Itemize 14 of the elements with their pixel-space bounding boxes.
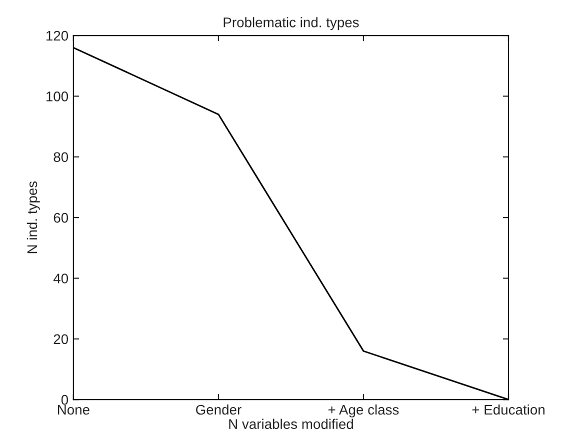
y-tick-label: 40 xyxy=(53,274,68,284)
y-tick-label: 0 xyxy=(61,394,68,405)
y-axis-title: N ind. types xyxy=(26,181,40,254)
y-tick-label: 100 xyxy=(46,92,68,102)
x-tick-label: + Age class xyxy=(328,404,399,418)
y-tick-label: 60 xyxy=(54,212,68,223)
y-tick-label: 120 xyxy=(46,30,68,41)
x-tick-label: None xyxy=(58,404,90,415)
x-tick-label: + Education xyxy=(472,404,544,415)
y-tick-label: 20 xyxy=(54,334,68,344)
chart-title: Problematic ind. types xyxy=(224,17,359,30)
x-tick-label: Gender xyxy=(196,404,242,415)
y-tick-label: 80 xyxy=(54,152,68,162)
x-axis-title: N variables modified xyxy=(229,418,353,429)
